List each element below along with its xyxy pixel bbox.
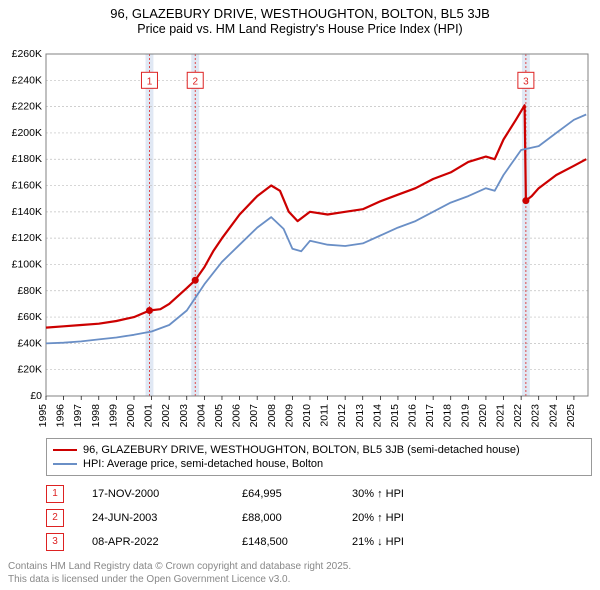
sale-number: 3 (46, 533, 64, 551)
plot-border (46, 54, 588, 396)
x-tick-label: 2011 (319, 404, 331, 427)
x-tick-label: 1995 (37, 404, 49, 428)
y-tick-label: £140K (12, 206, 42, 218)
legend-swatch (53, 449, 77, 451)
x-tick-label: 1997 (72, 404, 84, 428)
x-tick-label: 2023 (530, 404, 542, 428)
x-tick-label: 2019 (459, 404, 471, 428)
legend-label: 96, GLAZEBURY DRIVE, WESTHOUGHTON, BOLTO… (83, 444, 520, 456)
x-tick-label: 2024 (547, 404, 559, 428)
title-line-1: 96, GLAZEBURY DRIVE, WESTHOUGHTON, BOLTO… (0, 6, 600, 22)
sale-marker-label: 2 (192, 76, 198, 87)
x-tick-label: 2022 (512, 404, 524, 428)
sale-price: £64,995 (242, 488, 352, 500)
x-tick-label: 1999 (107, 404, 119, 428)
y-tick-label: £80K (17, 285, 42, 297)
x-tick-label: 2013 (354, 404, 366, 428)
sale-row: 2 24-JUN-2003£88,00020% ↑ HPI (46, 506, 592, 530)
x-tick-label: 1998 (90, 404, 102, 428)
sale-row: 1 17-NOV-2000£64,99530% ↑ HPI (46, 482, 592, 506)
x-tick-label: 2008 (266, 404, 278, 428)
sale-point (522, 197, 529, 204)
y-tick-label: £200K (12, 127, 42, 139)
y-tick-label: £100K (12, 258, 42, 270)
y-tick-label: £40K (17, 337, 42, 349)
sale-number: 1 (46, 485, 64, 503)
y-tick-label: £60K (17, 311, 42, 323)
sales-table: 1 17-NOV-2000£64,99530% ↑ HPI 2 24-JUN-2003… (46, 482, 592, 554)
sale-row: 3 08-APR-2022£148,50021% ↓ HPI (46, 530, 592, 554)
price-chart: 1231995199619971998199920002001200220032… (46, 50, 592, 430)
sale-band (146, 54, 154, 396)
legend-row: HPI: Average price, semi-detached house,… (53, 457, 585, 471)
series-hpi (46, 115, 586, 344)
sale-price: £88,000 (242, 512, 352, 524)
sale-point (146, 307, 153, 314)
copyright: Contains HM Land Registry data © Crown c… (8, 561, 351, 586)
x-tick-label: 2006 (231, 404, 243, 428)
series-price_paid (46, 105, 586, 327)
x-tick-label: 2007 (248, 404, 260, 428)
x-tick-label: 2000 (125, 404, 137, 428)
x-tick-label: 2020 (477, 404, 489, 428)
x-tick-label: 2012 (336, 404, 348, 428)
sale-marker-label: 1 (147, 76, 153, 87)
x-tick-label: 2003 (178, 404, 190, 428)
y-tick-label: £260K (12, 48, 42, 60)
x-tick-label: 2004 (195, 404, 207, 428)
sale-band (522, 54, 530, 396)
y-tick-label: £240K (12, 74, 42, 86)
legend-label: HPI: Average price, semi-detached house,… (83, 458, 323, 470)
x-tick-label: 2010 (301, 404, 313, 428)
sale-date: 24-JUN-2003 (92, 512, 242, 524)
sale-diff: 30% ↑ HPI (352, 488, 404, 500)
sale-date: 08-APR-2022 (92, 536, 242, 548)
y-tick-label: £20K (17, 364, 42, 376)
x-tick-label: 2021 (495, 404, 507, 428)
y-tick-label: £180K (12, 153, 42, 165)
y-tick-label: £220K (12, 101, 42, 113)
copyright-line-2: This data is licensed under the Open Gov… (8, 574, 351, 587)
y-tick-label: £160K (12, 180, 42, 192)
x-tick-label: 2002 (160, 404, 172, 428)
x-tick-label: 2015 (389, 404, 401, 428)
sale-band (191, 54, 199, 396)
title-line-2: Price paid vs. HM Land Registry's House … (0, 22, 600, 38)
x-tick-label: 2001 (143, 404, 155, 428)
sale-point (192, 277, 199, 284)
sale-date: 17-NOV-2000 (92, 488, 242, 500)
chart-title: 96, GLAZEBURY DRIVE, WESTHOUGHTON, BOLTO… (0, 0, 600, 38)
x-tick-label: 2018 (442, 404, 454, 428)
x-tick-label: 2025 (565, 404, 577, 428)
legend: 96, GLAZEBURY DRIVE, WESTHOUGHTON, BOLTO… (46, 438, 592, 476)
x-tick-label: 1996 (55, 404, 67, 428)
x-tick-label: 2014 (371, 404, 383, 428)
y-tick-label: £0 (30, 390, 42, 402)
sale-number: 2 (46, 509, 64, 527)
y-tick-label: £120K (12, 232, 42, 244)
legend-row: 96, GLAZEBURY DRIVE, WESTHOUGHTON, BOLTO… (53, 443, 585, 457)
sale-marker-label: 3 (523, 76, 529, 87)
x-tick-label: 2009 (283, 404, 295, 428)
legend-swatch (53, 463, 77, 465)
x-tick-label: 2016 (407, 404, 419, 428)
sale-diff: 21% ↓ HPI (352, 536, 404, 548)
sale-price: £148,500 (242, 536, 352, 548)
x-tick-label: 2005 (213, 404, 225, 428)
sale-diff: 20% ↑ HPI (352, 512, 404, 524)
copyright-line-1: Contains HM Land Registry data © Crown c… (8, 561, 351, 574)
x-tick-label: 2017 (424, 404, 436, 428)
